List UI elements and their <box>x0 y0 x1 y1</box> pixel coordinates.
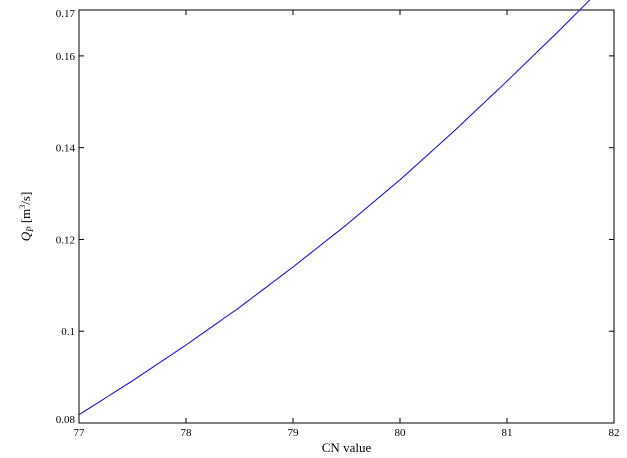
x-tick-label: 80 <box>395 427 407 439</box>
y-axis-ticks: 0.08 0.1 0.12 0.14 0.16 0.17 <box>56 8 614 426</box>
y-axis-unit-close: /s] <box>18 192 33 205</box>
x-tick-label: 82 <box>609 427 620 439</box>
y-axis-symbol: Q <box>18 231 33 241</box>
series-line <box>78 0 591 416</box>
x-axis-title: CN value <box>322 440 372 455</box>
x-tick-label: 78 <box>181 427 193 439</box>
x-tick-label: 79 <box>288 427 300 439</box>
x-tick-label: 77 <box>74 427 86 439</box>
y-axis-unit-open: [m <box>18 209 33 227</box>
y-tick-label: 0.08 <box>56 414 76 426</box>
x-tick-label: 81 <box>502 427 513 439</box>
y-axis-unit-superscript: 3 <box>18 205 27 209</box>
y-axis-title: QP [m3/s] <box>18 192 35 242</box>
y-tick-label: 0.16 <box>56 51 76 63</box>
y-axis-subscript: P <box>25 226 35 233</box>
y-tick-label: 0.17 <box>56 8 76 20</box>
x-axis-ticks: 77 78 79 80 81 82 <box>74 10 620 439</box>
y-tick-label: 0.14 <box>56 143 76 155</box>
plot-area <box>78 9 615 424</box>
y-tick-label: 0.12 <box>56 234 75 246</box>
y-tick-label: 0.1 <box>61 326 75 338</box>
